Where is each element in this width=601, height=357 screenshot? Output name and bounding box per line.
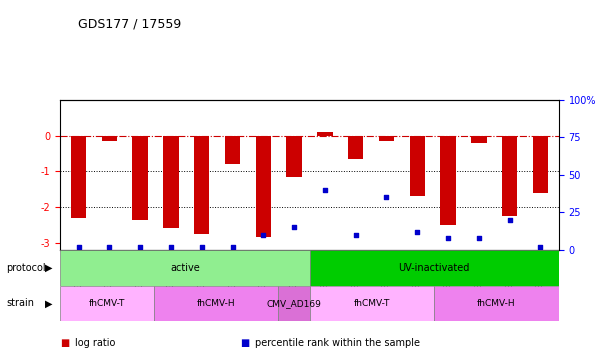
Text: ▶: ▶ [45,298,52,308]
Point [351,232,361,238]
Bar [502,136,517,216]
Point [412,229,422,235]
Bar [379,136,394,141]
Point [197,244,207,250]
Bar [225,136,240,164]
FancyBboxPatch shape [278,286,310,321]
Text: fhCMV-H: fhCMV-H [197,299,236,308]
Point [474,235,484,241]
FancyBboxPatch shape [310,250,559,286]
Bar [471,136,487,143]
Text: ■: ■ [240,338,249,348]
Text: UV-inactivated: UV-inactivated [398,263,470,273]
Bar [410,136,425,196]
Text: fhCMV-T: fhCMV-T [353,299,390,308]
Point [135,244,145,250]
Bar [532,136,548,193]
Point [289,225,299,230]
Bar [71,136,87,218]
FancyBboxPatch shape [60,250,310,286]
Bar [163,136,178,228]
Point [74,244,84,250]
Point [444,235,453,241]
Bar [194,136,209,234]
FancyBboxPatch shape [435,286,559,321]
Point [258,232,268,238]
Text: active: active [170,263,200,273]
FancyBboxPatch shape [60,286,154,321]
Point [166,244,175,250]
Text: GDS177 / 17559: GDS177 / 17559 [78,18,182,31]
Point [505,217,514,223]
FancyBboxPatch shape [310,286,435,321]
Text: ■: ■ [60,338,69,348]
Point [320,187,330,193]
Text: fhCMV-T: fhCMV-T [89,299,125,308]
Point [228,244,237,250]
Bar [102,136,117,141]
Text: CMV_AD169: CMV_AD169 [266,299,322,308]
Bar [132,136,148,220]
Text: fhCMV-H: fhCMV-H [477,299,516,308]
Point [535,244,545,250]
Bar [255,136,271,237]
Bar [287,136,302,177]
Text: strain: strain [6,298,34,308]
Bar [348,136,364,159]
Text: percentile rank within the sample: percentile rank within the sample [255,338,421,348]
Bar [317,132,332,136]
Bar [441,136,456,225]
Text: ▶: ▶ [45,263,52,273]
FancyBboxPatch shape [154,286,278,321]
Point [105,244,114,250]
Point [382,195,391,200]
Text: protocol: protocol [6,263,46,273]
Text: log ratio: log ratio [75,338,115,348]
